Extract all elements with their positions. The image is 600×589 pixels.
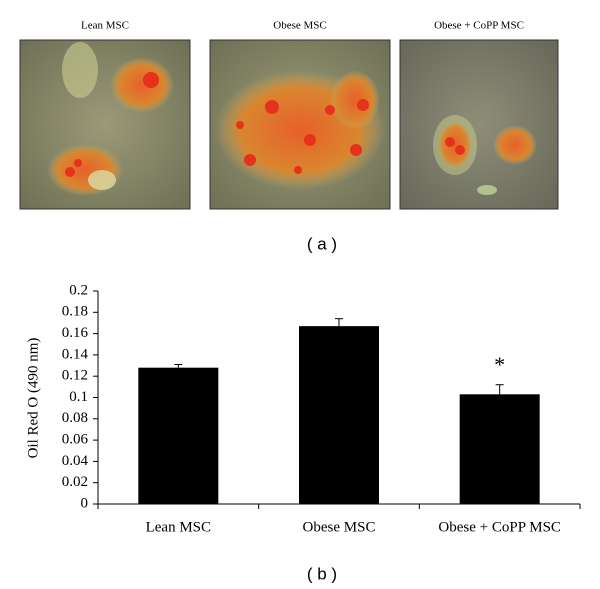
- image-caption: Lean MSC: [81, 20, 129, 32]
- y-tick-label: 0.04: [62, 453, 89, 469]
- bar: [138, 367, 219, 504]
- panel-label: ( a ): [307, 234, 337, 253]
- panel-label: ( b ): [307, 564, 337, 583]
- micrograph: [399, 39, 559, 210]
- y-tick-label: 0.18: [62, 304, 88, 320]
- bar: [459, 394, 540, 504]
- micrograph: [19, 39, 191, 210]
- y-tick-label: 0.2: [69, 282, 88, 298]
- y-tick-label: 0.12: [62, 368, 88, 384]
- y-tick-label: 0: [81, 495, 89, 511]
- image-caption: Obese MSC: [273, 20, 326, 32]
- y-tick-label: 0.08: [62, 410, 88, 426]
- image-caption: Obese + CoPP MSC: [434, 20, 524, 32]
- y-tick-label: 0.06: [62, 432, 89, 448]
- y-tick-label: 0.02: [62, 474, 88, 490]
- x-tick-label: Obese MSC: [303, 519, 376, 535]
- x-tick-label: Obese + CoPP MSC: [438, 519, 561, 535]
- bar: [299, 326, 379, 504]
- y-axis-label: Oil Red O (490 nm): [25, 338, 41, 459]
- micrograph: [209, 39, 391, 210]
- y-tick-label: 0.1: [69, 389, 88, 405]
- y-tick-label: 0.16: [62, 325, 89, 341]
- annotation: *: [494, 352, 505, 377]
- x-tick-label: Lean MSC: [146, 519, 211, 535]
- y-tick-label: 0.14: [62, 346, 89, 362]
